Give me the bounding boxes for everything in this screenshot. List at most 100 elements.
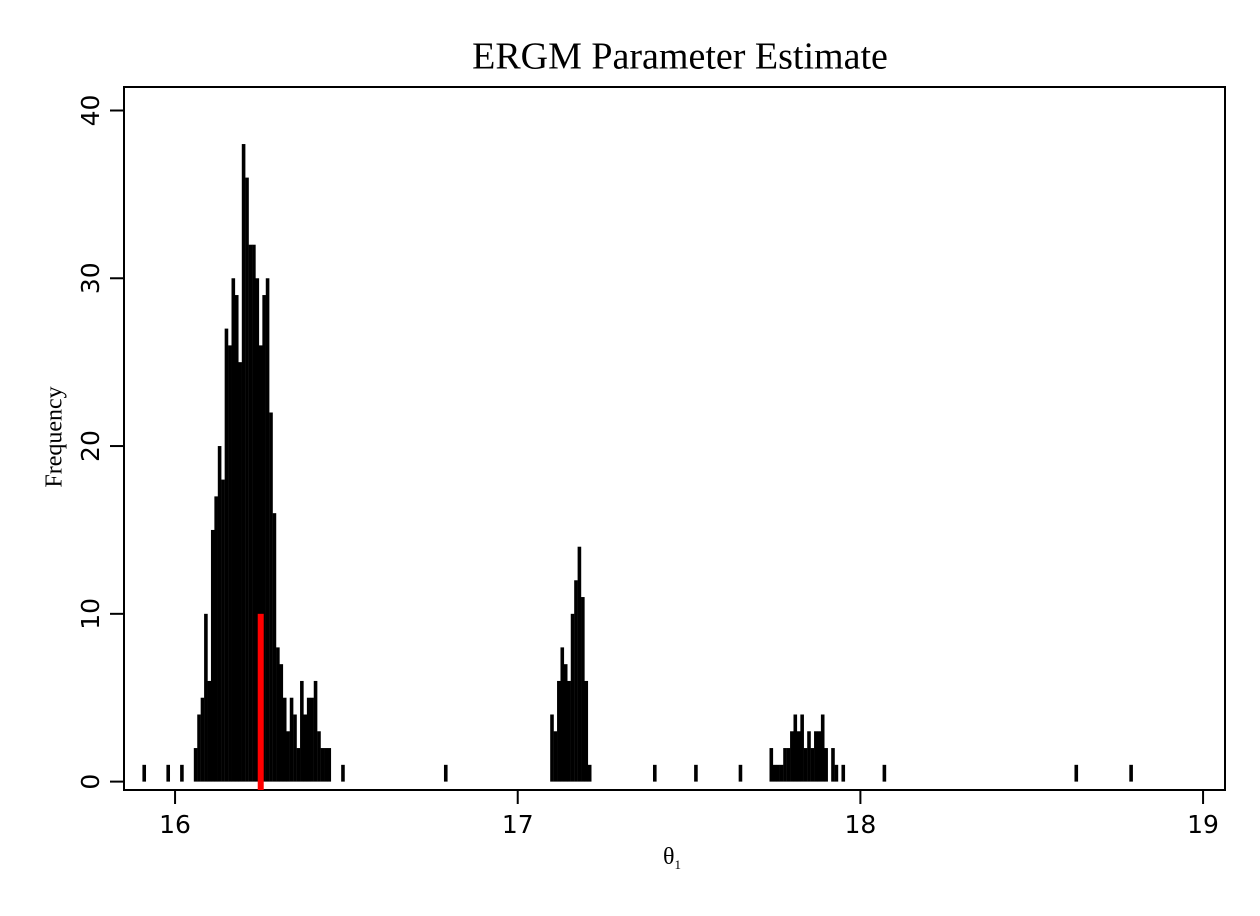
bar	[204, 613, 208, 782]
y-tick-label: 10	[76, 598, 105, 630]
bar	[567, 680, 571, 782]
plot-frame	[123, 86, 1226, 791]
bar	[779, 764, 784, 782]
bar	[269, 412, 273, 782]
bar	[265, 278, 270, 782]
bar	[286, 731, 290, 782]
bar	[231, 278, 236, 782]
bar	[577, 546, 582, 782]
bar	[790, 731, 794, 782]
bar	[207, 680, 212, 782]
bar	[652, 764, 657, 782]
bar	[255, 278, 260, 782]
x-axis-subscript: 1	[675, 857, 682, 872]
bar	[1129, 764, 1133, 782]
bar	[841, 764, 846, 782]
x-tick-label: 16	[159, 810, 191, 839]
bar	[293, 714, 297, 782]
x-tick-label: 18	[844, 810, 876, 839]
bar	[303, 714, 308, 782]
bar	[300, 680, 304, 782]
bar	[241, 144, 246, 782]
bar	[772, 764, 777, 782]
bar	[820, 714, 825, 782]
bar	[282, 697, 287, 782]
bar	[550, 714, 554, 782]
bar	[245, 177, 249, 782]
y-axis-label: Frequency	[42, 386, 68, 487]
bar	[574, 580, 578, 782]
bar	[327, 748, 332, 782]
bar	[882, 764, 887, 782]
bar	[694, 764, 698, 782]
bar	[238, 362, 242, 782]
bar	[581, 597, 585, 782]
bar	[217, 446, 222, 782]
bar	[320, 748, 325, 782]
bar	[807, 731, 811, 782]
bar	[180, 764, 184, 782]
y-tick-label: 20	[76, 430, 105, 462]
bar	[324, 748, 328, 782]
bar	[783, 748, 787, 782]
bar	[279, 664, 284, 782]
bar	[228, 345, 232, 782]
bar	[557, 680, 561, 782]
y-tick-label: 40	[76, 95, 105, 127]
bar	[310, 697, 314, 782]
bar	[296, 748, 301, 782]
bar	[738, 764, 743, 782]
y-tick-label: 30	[76, 262, 105, 294]
highlight-bar	[257, 613, 264, 790]
bar	[796, 731, 801, 782]
bar	[166, 764, 171, 782]
bar	[142, 764, 147, 782]
bar	[248, 244, 253, 782]
chart-title: ERGM Parameter Estimate	[472, 36, 888, 78]
bar	[570, 613, 575, 782]
bar	[553, 731, 558, 782]
y-tick-label: 0	[76, 774, 105, 790]
bar	[786, 748, 791, 782]
bar	[443, 764, 448, 782]
bar	[810, 748, 815, 782]
bar	[200, 697, 205, 782]
bar	[814, 731, 818, 782]
bar	[258, 345, 263, 782]
bar	[834, 764, 839, 782]
bar	[221, 479, 225, 782]
bar	[824, 748, 828, 782]
bar	[341, 764, 345, 782]
bar	[214, 496, 218, 782]
bar	[210, 529, 215, 782]
bar	[560, 647, 565, 782]
bar	[1074, 764, 1079, 782]
bar	[252, 244, 256, 782]
x-tick-label: 17	[502, 810, 534, 839]
bar	[317, 731, 321, 782]
x-axis-label: θ1	[663, 844, 681, 872]
bar	[584, 680, 589, 782]
bar	[769, 748, 774, 782]
bar	[276, 647, 280, 782]
bar	[272, 513, 277, 782]
bar	[313, 680, 318, 782]
bar	[776, 764, 780, 782]
x-axis-symbol: θ	[663, 844, 675, 870]
bar	[587, 764, 592, 782]
bar	[224, 328, 229, 782]
bar	[193, 748, 198, 782]
x-tick-label: 19	[1187, 810, 1219, 839]
bar	[563, 664, 568, 782]
bar	[803, 748, 808, 782]
bar	[197, 714, 201, 782]
bar	[262, 295, 266, 782]
bar	[234, 295, 239, 782]
bar	[800, 714, 804, 782]
bar	[817, 731, 822, 782]
bar	[831, 748, 835, 782]
bar	[306, 697, 311, 782]
bar	[793, 714, 798, 782]
